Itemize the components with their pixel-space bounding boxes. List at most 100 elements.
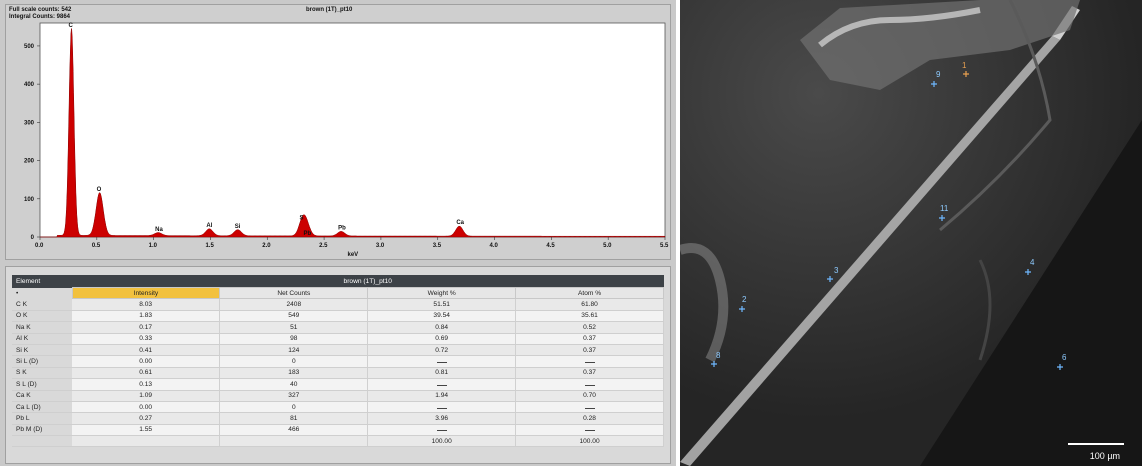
x-tick-label: 1.5 bbox=[205, 243, 214, 249]
value-cell: 124 bbox=[219, 344, 369, 357]
y-tick-label: 300 bbox=[24, 120, 35, 126]
value-cell: 0.72 bbox=[367, 344, 517, 357]
point-label-8[interactable]: 8 bbox=[716, 351, 721, 360]
point-label-1[interactable]: 1 bbox=[962, 61, 967, 70]
x-tick-label: 0.0 bbox=[35, 243, 44, 249]
point-marker-9[interactable] bbox=[931, 81, 937, 87]
value-cell: 0.52 bbox=[515, 321, 664, 334]
value-cell bbox=[367, 355, 517, 368]
value-cell: 0 bbox=[219, 401, 369, 414]
value-cell: 1.83 bbox=[72, 310, 221, 323]
table-row[interactable]: O K 1.83 549 39.54 35.61 bbox=[12, 310, 664, 323]
x-tick-label: 3.0 bbox=[376, 243, 385, 249]
value-cell: 0.00 bbox=[72, 401, 221, 414]
element-cell bbox=[12, 435, 72, 448]
table-row[interactable]: Al K 0.33 98 0.69 0.37 bbox=[12, 333, 664, 345]
element-cell: Si K bbox=[12, 344, 72, 357]
sem-micrograph bbox=[680, 0, 1142, 466]
x-tick-label: 4.0 bbox=[490, 243, 499, 249]
element-header: Element bbox=[12, 275, 72, 288]
value-cell: 0.17 bbox=[72, 321, 221, 334]
value-cell: 61.80 bbox=[515, 298, 664, 311]
point-marker-8[interactable] bbox=[711, 361, 717, 367]
point-label-9[interactable]: 9 bbox=[936, 70, 941, 79]
table-row[interactable]: 100.00 100.00 bbox=[12, 435, 664, 448]
column-header-weight[interactable]: Weight % bbox=[367, 286, 517, 300]
value-cell: 81 bbox=[219, 412, 369, 425]
y-tick-label: 200 bbox=[24, 159, 35, 165]
table-row[interactable]: Ca L (D) 0.00 0 bbox=[12, 401, 664, 414]
value-cell: 466 bbox=[219, 424, 369, 437]
point-marker-2[interactable] bbox=[739, 306, 745, 312]
point-marker-4[interactable] bbox=[1025, 269, 1031, 275]
plot-area bbox=[39, 22, 666, 238]
table-row[interactable]: Si L (D) 0.00 0 bbox=[12, 355, 664, 368]
value-cell: 1.94 bbox=[367, 390, 517, 402]
point-marker-6[interactable] bbox=[1057, 364, 1063, 370]
element-cell: Ca L (D) bbox=[12, 401, 72, 414]
value-cell bbox=[515, 401, 664, 414]
point-label-4[interactable]: 4 bbox=[1030, 258, 1035, 267]
spectrum-panel: Full scale counts: 542 Integral Counts: … bbox=[5, 4, 671, 260]
y-tick-label: 400 bbox=[24, 82, 35, 88]
value-cell: 2408 bbox=[219, 298, 369, 311]
value-cell: 0.37 bbox=[515, 333, 664, 345]
point-marker-1[interactable] bbox=[963, 71, 969, 77]
y-tick-label: 500 bbox=[24, 44, 35, 50]
quant-table-panel: Element brown (1T)_pt10 • Intensity Net … bbox=[5, 266, 671, 464]
quant-table: Element brown (1T)_pt10 • Intensity Net … bbox=[12, 275, 664, 448]
value-cell: 0.28 bbox=[515, 412, 664, 425]
integral-counts: Integral Counts: 9864 bbox=[9, 14, 71, 20]
element-cell: Pb M (D) bbox=[12, 424, 72, 437]
peak-label-ca: Ca bbox=[456, 220, 464, 226]
table-row[interactable]: Si K 0.41 124 0.72 0.37 bbox=[12, 344, 664, 357]
point-label-6[interactable]: 6 bbox=[1062, 353, 1067, 362]
table-row[interactable]: Pb L 0.27 81 3.96 0.28 bbox=[12, 412, 664, 425]
value-cell: 0 bbox=[219, 355, 369, 368]
value-cell: 1.09 bbox=[72, 390, 221, 402]
point-marker-11[interactable] bbox=[939, 215, 945, 221]
value-cell bbox=[515, 424, 664, 437]
row-marker: • bbox=[12, 287, 72, 299]
element-cell: O K bbox=[12, 310, 72, 323]
table-title: brown (1T)_pt10 bbox=[72, 275, 664, 288]
table-row[interactable]: Na K 0.17 51 0.84 0.52 bbox=[12, 321, 664, 334]
column-header-net-counts[interactable]: Net Counts bbox=[219, 286, 369, 300]
point-marker-3[interactable] bbox=[827, 276, 833, 282]
full-scale-counts: Full scale counts: 542 bbox=[9, 7, 72, 13]
peak-label-na: Na bbox=[155, 227, 163, 233]
table-row[interactable]: S L (D) 0.13 40 bbox=[12, 378, 664, 391]
value-cell: 0.84 bbox=[367, 321, 517, 334]
value-cell: 0.33 bbox=[72, 333, 221, 345]
value-cell: 0.27 bbox=[72, 412, 221, 425]
table-row[interactable]: Pb M (D) 1.55 466 bbox=[12, 424, 664, 437]
peak-label-pb: Pb bbox=[303, 231, 311, 237]
table-row[interactable]: S K 0.61 183 0.81 0.37 bbox=[12, 367, 664, 380]
column-header-row: • Intensity Net Counts Weight % Atom % bbox=[12, 286, 664, 300]
x-tick-label: 2.5 bbox=[319, 243, 328, 249]
peak-label-si: Si bbox=[235, 224, 241, 230]
point-label-11[interactable]: 11 bbox=[940, 204, 949, 213]
point-label-2[interactable]: 2 bbox=[742, 295, 747, 304]
value-cell: 51.51 bbox=[367, 298, 517, 311]
table-row[interactable]: Ca K 1.09 327 1.94 0.70 bbox=[12, 390, 664, 402]
column-header-intensity[interactable]: Intensity bbox=[71, 286, 221, 300]
value-cell: 39.54 bbox=[367, 310, 517, 323]
value-cell: 0.41 bbox=[72, 344, 221, 357]
value-cell: 35.61 bbox=[515, 310, 664, 323]
value-cell: 98 bbox=[219, 333, 369, 345]
sem-image: 1 2 3 4 6 8 9 11 100 µm bbox=[680, 0, 1142, 466]
peak-label-o: O bbox=[97, 187, 102, 193]
y-tick-label: 0 bbox=[31, 235, 35, 241]
y-tick-label: 100 bbox=[24, 197, 35, 203]
value-cell: 0.13 bbox=[72, 378, 221, 391]
value-cell: 549 bbox=[219, 310, 369, 323]
point-label-3[interactable]: 3 bbox=[834, 266, 839, 275]
spectrum-chart: C O Na Al Si S Pb Pb Ca 0.0 0.5 1.0 1.5 2.0 2.5 3.0 3.5 4… bbox=[24, 22, 669, 258]
value-cell bbox=[515, 355, 664, 368]
table-row[interactable]: C K 8.03 2408 51.51 61.80 bbox=[12, 298, 664, 311]
value-cell bbox=[219, 435, 369, 448]
element-cell: Al K bbox=[12, 333, 72, 345]
column-header-atom[interactable]: Atom % bbox=[515, 286, 664, 300]
value-cell bbox=[367, 401, 517, 414]
